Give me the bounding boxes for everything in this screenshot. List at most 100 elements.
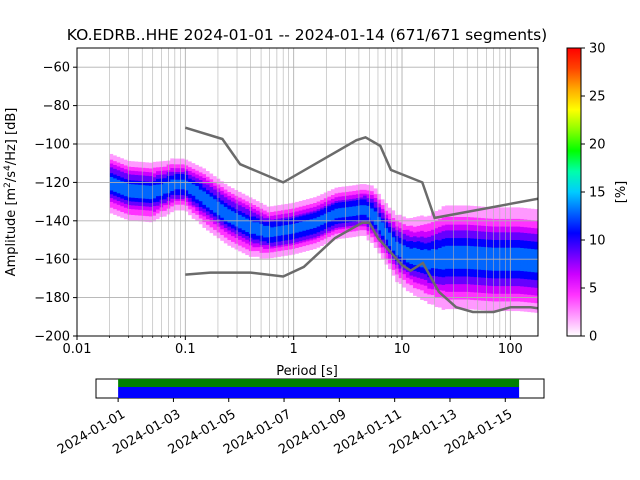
density-cell xyxy=(452,262,457,265)
density-cell xyxy=(430,269,435,272)
density-cell xyxy=(352,240,357,243)
density-cell xyxy=(373,259,378,262)
density-cell xyxy=(206,237,210,241)
density-cell xyxy=(270,225,275,228)
density-cell xyxy=(216,210,221,214)
density-cell xyxy=(423,262,428,265)
density-cell xyxy=(473,197,478,201)
density-cell xyxy=(255,212,260,215)
density-cell xyxy=(145,186,150,190)
density-cell xyxy=(152,232,157,235)
density-cell xyxy=(316,237,321,240)
density-cell xyxy=(463,199,467,202)
density-cell xyxy=(330,244,335,247)
density-cell xyxy=(398,250,403,254)
density-cell xyxy=(427,234,432,237)
density-cell xyxy=(323,209,328,212)
density-cell xyxy=(473,230,478,233)
density-cell xyxy=(134,209,139,212)
density-cell xyxy=(123,191,128,195)
density-cell xyxy=(338,182,343,186)
density-cell xyxy=(223,202,228,205)
density-cell xyxy=(113,168,118,171)
density-cell xyxy=(452,233,457,237)
density-cell xyxy=(423,244,428,248)
density-cell xyxy=(466,208,471,212)
density-cell xyxy=(109,184,114,187)
density-cell xyxy=(113,206,118,210)
density-cell xyxy=(452,249,457,252)
density-cell xyxy=(252,216,257,219)
density-cell xyxy=(173,213,178,217)
density-cell xyxy=(352,205,357,209)
density-cell xyxy=(320,186,325,189)
density-cell xyxy=(341,222,346,225)
density-cell xyxy=(445,320,450,323)
density-cell xyxy=(430,271,435,274)
density-cell xyxy=(438,293,443,296)
density-cell xyxy=(138,203,143,206)
density-cell xyxy=(109,165,114,168)
density-cell xyxy=(327,192,332,195)
density-cell xyxy=(441,324,446,328)
density-cell xyxy=(302,245,307,249)
density-cell xyxy=(445,272,450,275)
density-cell xyxy=(134,232,139,235)
density-cell xyxy=(252,212,257,215)
density-cell xyxy=(445,230,450,233)
density-cell xyxy=(273,241,278,245)
density-cell xyxy=(416,298,421,301)
density-cell xyxy=(213,162,218,165)
density-cell xyxy=(459,195,464,198)
density-cell xyxy=(227,245,232,248)
density-cell xyxy=(188,161,193,164)
density-cell xyxy=(438,199,443,202)
density-cell xyxy=(127,225,132,229)
density-cell xyxy=(473,307,478,310)
density-cell xyxy=(388,272,393,275)
density-cell xyxy=(423,239,428,242)
density-cell xyxy=(366,232,371,235)
density-cell xyxy=(184,151,189,154)
density-cell xyxy=(195,208,200,211)
density-cell xyxy=(241,264,246,267)
density-cell xyxy=(230,201,235,204)
density-cell xyxy=(448,283,453,287)
density-cell xyxy=(413,285,418,289)
density-cell xyxy=(298,196,303,200)
density-cell xyxy=(452,210,457,214)
density-cell xyxy=(227,247,232,250)
density-cell xyxy=(216,172,221,175)
density-cell xyxy=(184,153,189,156)
density-cell xyxy=(459,230,464,233)
density-cell xyxy=(113,162,118,165)
density-cell xyxy=(134,168,139,172)
density-cell xyxy=(438,264,443,268)
density-cell xyxy=(173,179,178,182)
density-cell xyxy=(391,269,396,272)
density-cell xyxy=(423,200,428,204)
density-cell xyxy=(466,331,471,335)
density-cell xyxy=(423,291,428,294)
density-cell xyxy=(255,250,260,253)
density-cell xyxy=(373,205,378,208)
density-cell xyxy=(163,225,168,229)
density-cell xyxy=(420,316,425,320)
density-cell xyxy=(284,213,289,216)
density-cell xyxy=(452,306,457,310)
density-cell xyxy=(423,248,428,252)
density-cell xyxy=(423,273,428,277)
density-cell xyxy=(470,301,475,304)
density-cell xyxy=(366,218,371,222)
density-cell xyxy=(473,203,478,207)
density-cell xyxy=(173,156,178,159)
density-cell xyxy=(156,218,160,222)
density-cell xyxy=(234,237,239,240)
density-cell xyxy=(141,154,146,157)
density-cell xyxy=(209,221,214,224)
density-cell xyxy=(298,202,303,205)
density-cell xyxy=(191,176,196,179)
density-cell xyxy=(170,213,175,217)
density-cell xyxy=(438,285,443,289)
density-cell xyxy=(209,225,214,228)
